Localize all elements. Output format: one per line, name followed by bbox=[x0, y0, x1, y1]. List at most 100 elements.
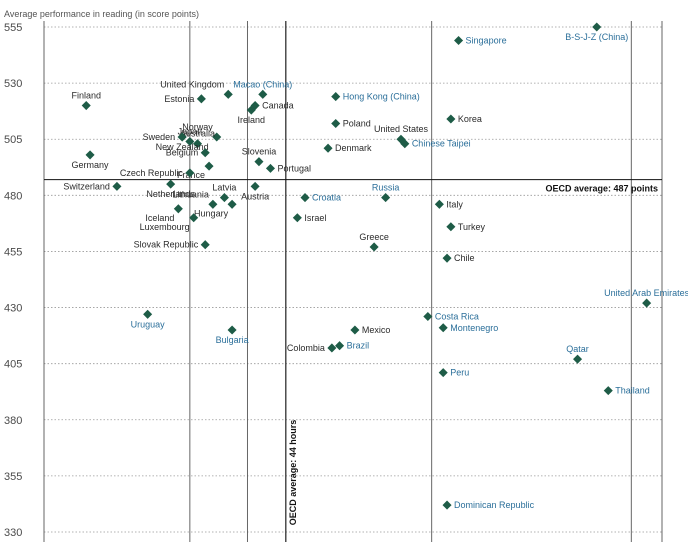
point-label-montenegro: Montenegro bbox=[450, 323, 498, 333]
point-brazil: Brazil bbox=[335, 341, 369, 351]
point-label-germany: Germany bbox=[72, 160, 110, 170]
point-label-mexico: Mexico bbox=[362, 325, 391, 335]
point-russia: Russia bbox=[372, 183, 399, 203]
point-label-costa-rica: Costa Rica bbox=[435, 312, 479, 322]
point-finland: Finland bbox=[71, 91, 101, 111]
point-marker-montenegro bbox=[438, 323, 448, 333]
point-marker-ireland bbox=[246, 105, 256, 115]
point-marker-turkey bbox=[446, 222, 456, 232]
point-label-poland: Poland bbox=[343, 119, 371, 129]
point-label-hungary: Hungary bbox=[194, 208, 229, 218]
point-marker-denmark bbox=[323, 143, 333, 153]
point-label-norway: Norway bbox=[182, 122, 213, 132]
point-luxembourg: Luxembourg bbox=[140, 213, 199, 232]
point-label-united-kingdom: United Kingdom bbox=[160, 79, 224, 89]
point-marker-singapore bbox=[454, 35, 464, 45]
point-marker-czech-republic bbox=[185, 168, 195, 178]
point-singapore: Singapore bbox=[454, 35, 507, 45]
point-marker-macao-china bbox=[258, 89, 268, 99]
point-mexico: Mexico bbox=[350, 325, 390, 335]
y-axis-label: Average performance in reading (in score… bbox=[4, 9, 199, 19]
y-tick-label-3: 405 bbox=[4, 359, 22, 371]
point-label-ireland: Ireland bbox=[238, 115, 266, 125]
point-korea: Korea bbox=[446, 114, 482, 124]
point-marker-lithuania bbox=[208, 199, 218, 209]
point-label-hong-kong-china: Hong Kong (China) bbox=[343, 92, 420, 102]
point-label-luxembourg: Luxembourg bbox=[140, 222, 190, 232]
point-slovenia: Slovenia bbox=[242, 147, 276, 167]
data-points: B-S-J-Z (China) Singapore Finland Macao (Ch… bbox=[63, 22, 688, 510]
point-new-zealand: New Zealand bbox=[156, 132, 209, 152]
point-label-lithuania: Lithuania bbox=[172, 189, 209, 199]
point-denmark: Denmark bbox=[323, 143, 372, 153]
point-marker-hong-kong-china bbox=[331, 92, 341, 102]
point-belgium: Belgium bbox=[166, 148, 210, 158]
y-tick-label-8: 530 bbox=[4, 78, 22, 90]
point-turkey: Turkey bbox=[446, 222, 486, 232]
point-label-australia: Australia bbox=[180, 129, 215, 139]
point-marker-croatia bbox=[300, 193, 310, 203]
point-slovak-republic: Slovak Republic bbox=[134, 240, 210, 250]
point-label-colombia: Colombia bbox=[287, 343, 325, 353]
point-thailand: Thailand bbox=[603, 386, 650, 396]
point-label-austria: Austria bbox=[241, 191, 269, 201]
point-montenegro: Montenegro bbox=[438, 323, 498, 333]
point-marker-dominican-republic bbox=[442, 500, 452, 510]
point-japan: Japan bbox=[178, 126, 202, 146]
point-label-dominican-republic: Dominican Republic bbox=[454, 500, 535, 510]
point-macao-china: Macao (China) bbox=[233, 79, 292, 99]
point-marker-thailand bbox=[603, 386, 613, 396]
point-label-thailand: Thailand bbox=[615, 386, 650, 396]
point-marker-switzerland bbox=[112, 181, 122, 191]
reference-lines: OECD average: 487 points OECD average: 4… bbox=[44, 21, 662, 542]
point-colombia: Colombia bbox=[287, 343, 337, 353]
oecd-average-label: OECD average: 487 points bbox=[545, 184, 658, 194]
point-marker-new-zealand bbox=[177, 132, 187, 142]
point-marker-israel bbox=[292, 213, 302, 223]
point-norway: Norway bbox=[182, 122, 222, 142]
point-united-arab-emirates: United Arab Emirates bbox=[604, 288, 688, 308]
y-tick-label-7: 505 bbox=[4, 134, 22, 146]
point-hungary: Hungary bbox=[194, 199, 237, 218]
point-austria: Austria bbox=[241, 181, 269, 201]
point-label-czech-republic: Czech Republic bbox=[120, 168, 184, 178]
point-chile: Chile bbox=[442, 253, 475, 263]
point-marker-korea bbox=[446, 114, 456, 124]
point-label-singapore: Singapore bbox=[466, 35, 507, 45]
point-canada: Canada bbox=[250, 101, 294, 111]
point-marker-slovenia bbox=[254, 157, 264, 167]
point-israel: Israel bbox=[292, 213, 326, 223]
point-marker-qatar bbox=[573, 354, 583, 364]
point-label-estonia: Estonia bbox=[164, 94, 194, 104]
point-marker-italy bbox=[434, 199, 444, 209]
point-australia: Australia bbox=[180, 129, 215, 149]
point-germany: Germany bbox=[72, 150, 110, 170]
point-label-b-s-j-z-china: B-S-J-Z (China) bbox=[565, 32, 628, 42]
point-label-belgium: Belgium bbox=[166, 148, 199, 158]
point-netherlands: Netherlands bbox=[146, 179, 195, 199]
point-latvia: Latvia bbox=[212, 183, 236, 203]
point-marker-finland bbox=[81, 101, 91, 111]
point-label-peru: Peru bbox=[450, 368, 469, 378]
point-czech-republic: Czech Republic bbox=[120, 168, 195, 178]
point-label-sweden: Sweden bbox=[143, 132, 176, 142]
point-marker-colombia bbox=[327, 343, 337, 353]
point-peru: Peru bbox=[438, 368, 469, 378]
y-tick-label-2: 380 bbox=[4, 415, 22, 427]
point-label-italy: Italy bbox=[446, 199, 463, 209]
point-qatar: Qatar bbox=[566, 344, 589, 364]
point-label-uruguay: Uruguay bbox=[131, 319, 166, 329]
point-label-switzerland: Switzerland bbox=[63, 181, 110, 191]
point-label-turkey: Turkey bbox=[458, 222, 486, 232]
point-lithuania: Lithuania bbox=[172, 189, 218, 209]
y-tick-label-0: 330 bbox=[4, 527, 22, 539]
point-marker-uruguay bbox=[143, 309, 153, 319]
point-label-united-arab-emirates: United Arab Emirates bbox=[604, 288, 688, 298]
point-marker-germany bbox=[85, 150, 95, 160]
y-tick-label-9: 555 bbox=[4, 22, 22, 34]
point-dominican-republic: Dominican Republic bbox=[442, 500, 535, 510]
point-marker-bulgaria bbox=[227, 325, 237, 335]
point-marker-norway bbox=[212, 132, 222, 142]
point-poland: Poland bbox=[331, 119, 371, 129]
